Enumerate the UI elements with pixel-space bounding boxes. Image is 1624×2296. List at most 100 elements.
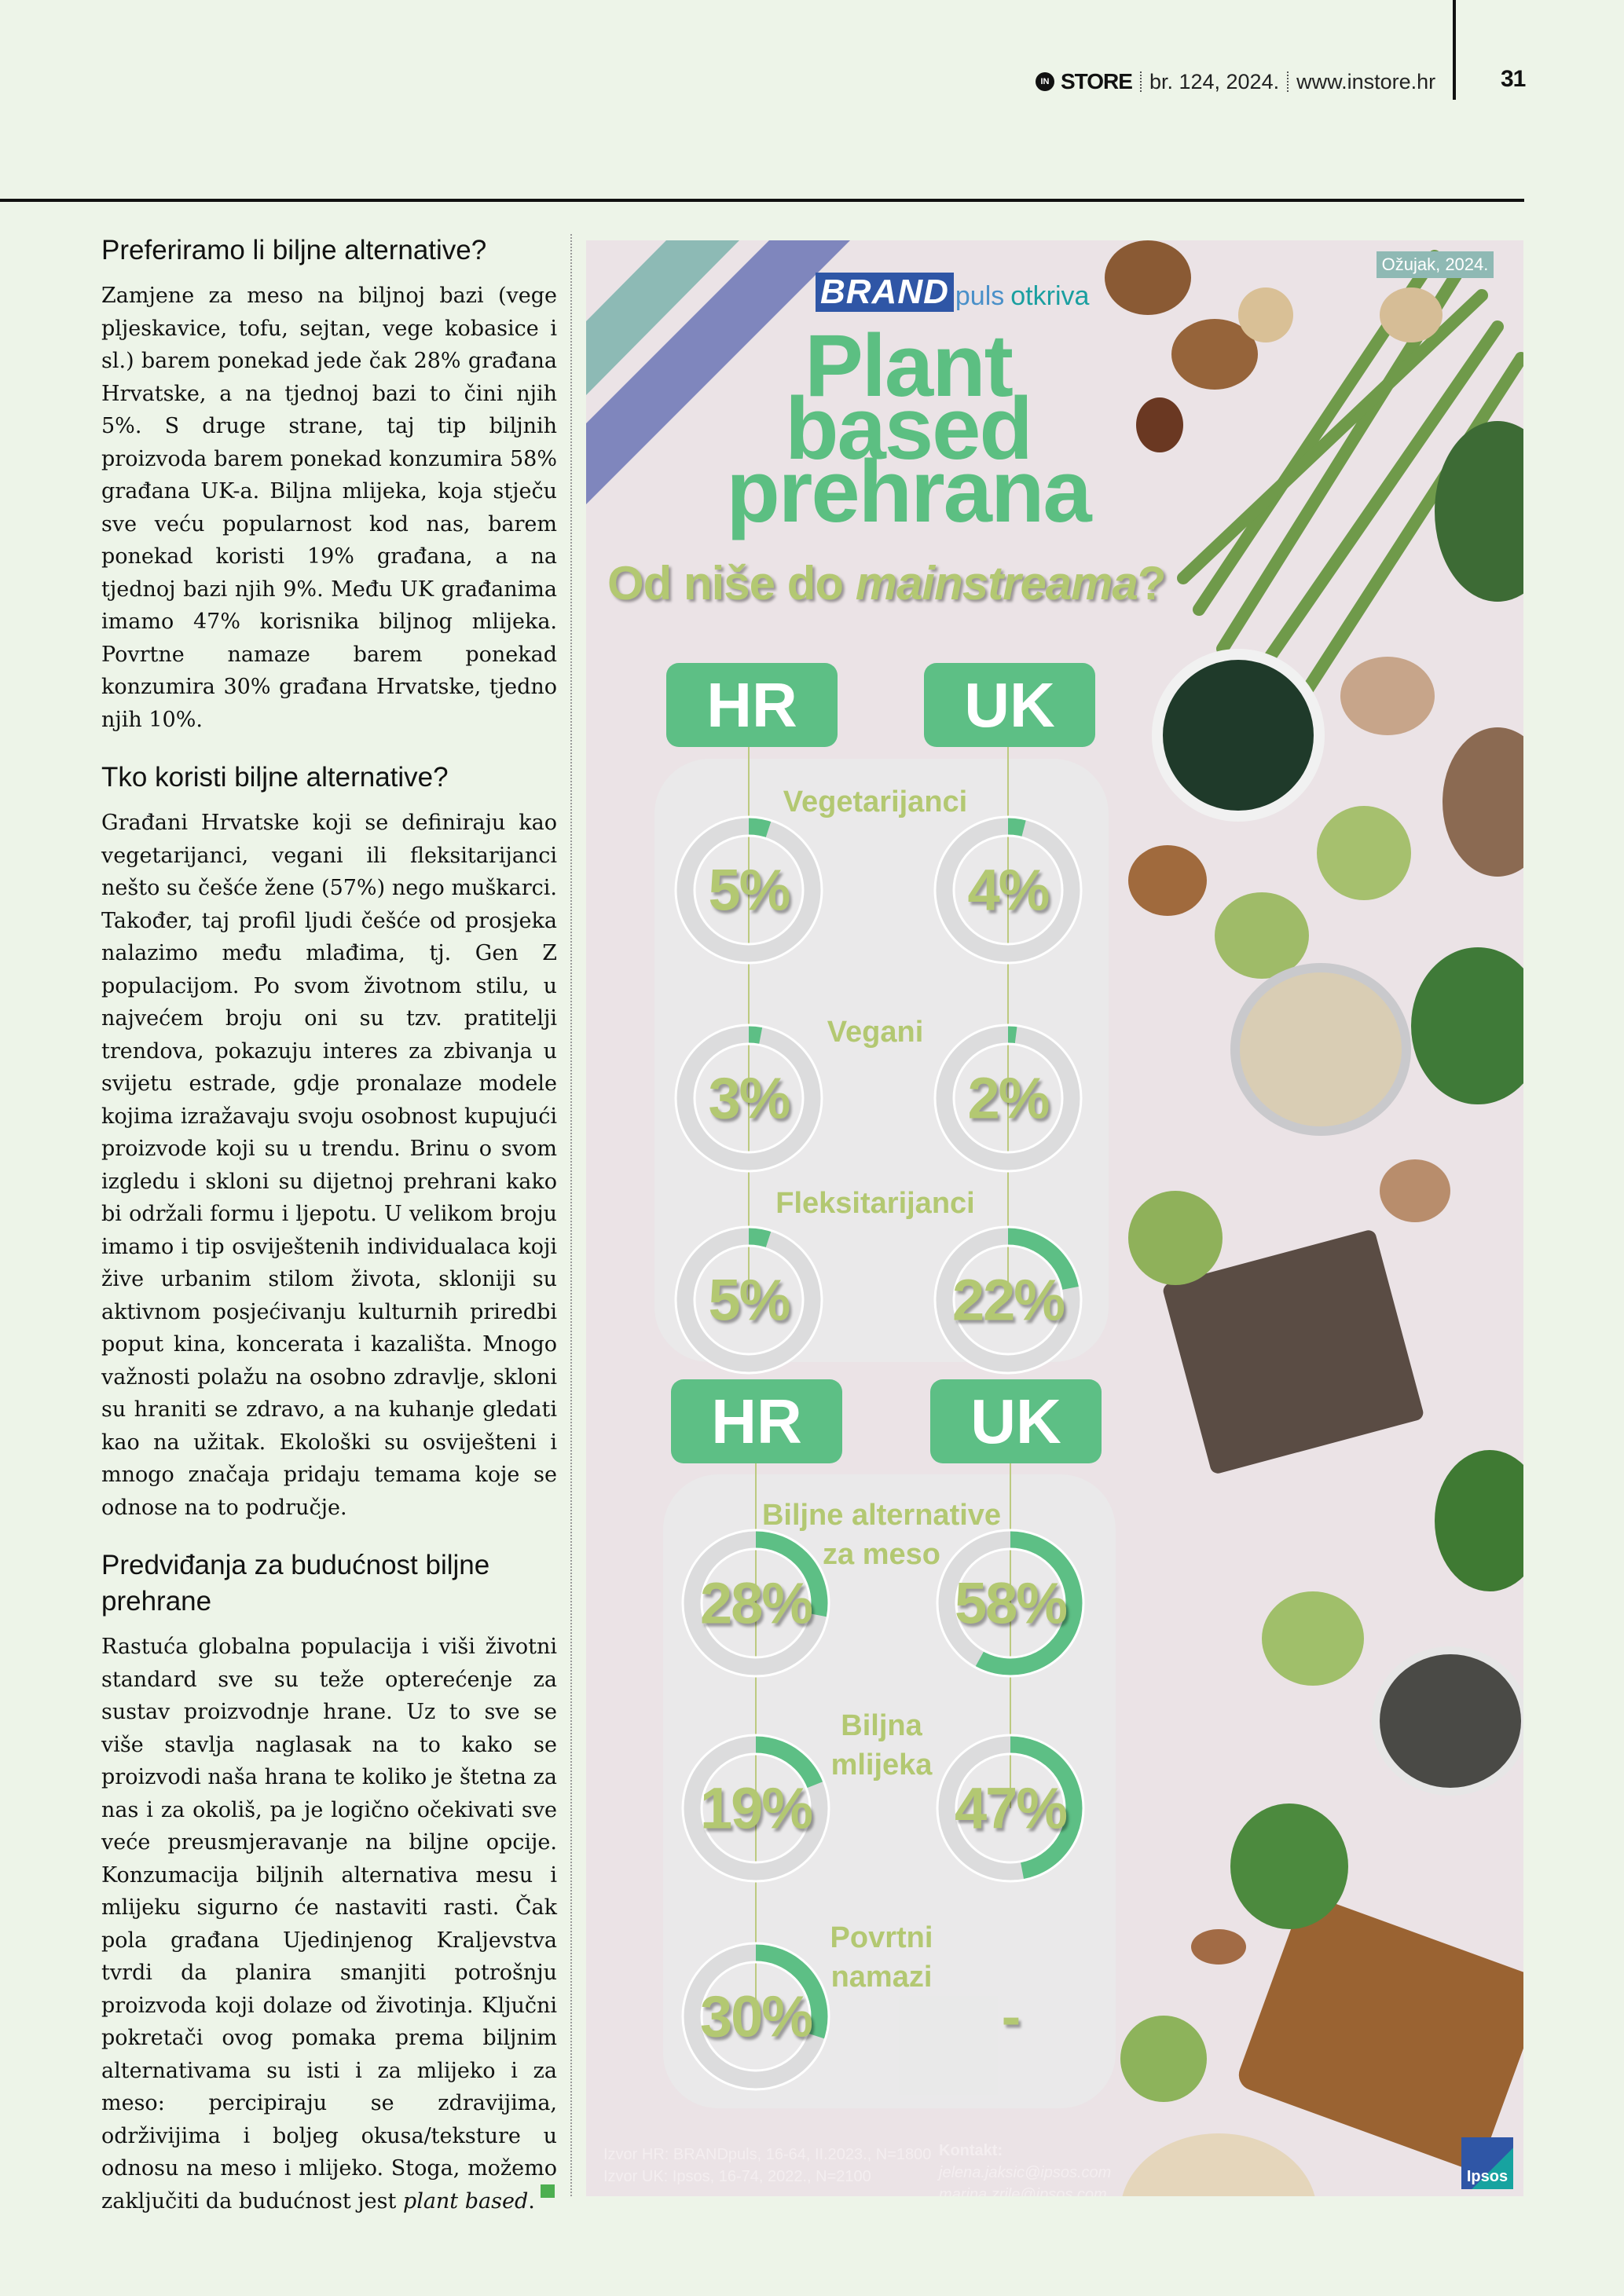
- infographic: Ožujak, 2024. BRAND puls otkriva Plant b…: [586, 240, 1523, 2196]
- donut-inner-border: [955, 1752, 1066, 1864]
- donut-inner-border: [693, 1042, 805, 1154]
- country-label-uk: UK: [924, 663, 1095, 747]
- tempeh-photo: [1238, 1896, 1523, 2169]
- subtitle-italic: mainstreama: [855, 557, 1138, 610]
- stats-panel-products: [663, 1474, 1116, 2108]
- no-data-label: -: [1001, 1983, 1021, 2049]
- section-heading: Predviđanja za budućnost biljne prehrane: [101, 1550, 490, 1617]
- title-line: Plant: [805, 317, 1014, 415]
- logo-brand: BRAND: [816, 273, 954, 312]
- section-body: Građani Hrvatske koji se definiraju kao …: [101, 811, 557, 1520]
- instore-logo-icon: IN: [1036, 72, 1054, 91]
- walnut-photo: [1105, 240, 1191, 315]
- broccoli-photo: [1435, 1450, 1523, 1591]
- donut-inner-border: [955, 1547, 1066, 1659]
- brand-name: STORE: [1061, 69, 1133, 93]
- subtitle-text: Od niše do: [607, 557, 856, 610]
- category-label: Fleksitarijanci: [775, 1184, 974, 1223]
- category-label: Vegani: [827, 1013, 924, 1052]
- donut-outer-border: [936, 1734, 1085, 1883]
- infographic-background: [586, 240, 1523, 2169]
- infographic-title: Plant based prehrana: [633, 317, 1183, 540]
- mushroom-photo: [1380, 1159, 1450, 1222]
- article-section: Predviđanja za budućnost biljne prehrane…: [101, 1547, 557, 2217]
- spirulina-bowl-photo: [1152, 649, 1325, 822]
- ipsos-logo: Ipsos: [1461, 2137, 1513, 2189]
- donut-chart: [933, 1225, 1083, 1375]
- contact-email[interactable]: marina.zrile@ipsos.com: [939, 2186, 1107, 2196]
- donut-arc-value: [676, 1227, 822, 1373]
- donut-arc-value: [683, 1735, 829, 1881]
- logo-tagline: otkriva: [1010, 281, 1090, 311]
- donut-arc-value: [935, 817, 1081, 963]
- category-label: Biljna mlijeka: [831, 1706, 933, 1785]
- donut-inner-border: [693, 1244, 805, 1356]
- donut-outer-border: [936, 1529, 1085, 1678]
- connector-line: [1007, 747, 1009, 1300]
- donut-arc-value: [683, 1530, 829, 1676]
- title-line: based: [785, 379, 1033, 478]
- donut-value-label: 30%: [699, 1983, 813, 2049]
- quinoa-bowl-photo: [1230, 963, 1411, 1136]
- donut-arc-value: [935, 1025, 1081, 1171]
- donut-outer-border: [674, 815, 823, 965]
- contact-email[interactable]: jelena.jaksic@ipsos.com: [939, 2164, 1112, 2181]
- donut-outer-border: [674, 1225, 823, 1375]
- section-body: Zamjene za meso na biljnoj bazi (vege pl…: [101, 284, 557, 732]
- website-link[interactable]: www.instore.hr: [1296, 69, 1436, 93]
- page-number: 31: [1501, 66, 1526, 92]
- donut-inner-border: [700, 1961, 812, 2072]
- contact-block: Kontakt: jelena.jaksic@ipsos.com marina.…: [939, 2140, 1111, 2196]
- donut-outer-border: [933, 1225, 1083, 1375]
- category-label: Povrtni namazi: [830, 1918, 933, 1997]
- category-label-line: Povrtni: [830, 1921, 933, 1954]
- separator: [1287, 71, 1289, 92]
- logo-puls: puls: [955, 281, 1005, 311]
- brussels-sprout-photo: [1128, 1191, 1223, 1285]
- section-body-wrap: Rastuća globalna populacija i viši život…: [101, 1631, 557, 2217]
- donut-chart: [936, 1734, 1085, 1883]
- brussels-sprout-photo: [1120, 2016, 1207, 2102]
- donut-outer-border: [933, 815, 1083, 965]
- almond-photo: [1191, 1929, 1246, 1965]
- donut-outer-border: [681, 1942, 830, 2091]
- category-label: Vegetarijanci: [783, 782, 967, 822]
- date-badge: Ožujak, 2024.: [1377, 251, 1494, 278]
- donut-chart: [681, 1942, 830, 2091]
- donut-outer-border: [681, 1734, 830, 1883]
- donut-value-label: 3%: [708, 1065, 791, 1131]
- category-label-line: namazi: [830, 1961, 933, 1994]
- hazelnut-photo: [1136, 397, 1183, 452]
- category-label: Biljne alternative za meso: [762, 1496, 1001, 1574]
- donut-value-label: 2%: [967, 1065, 1050, 1131]
- donut-chart: [674, 1023, 823, 1173]
- donut-value-label: 5%: [708, 857, 791, 923]
- purple-stripe: [586, 240, 850, 504]
- article-column: Preferiramo li biljne alternative? Zamje…: [101, 233, 557, 2241]
- donut-inner-border: [700, 1547, 812, 1659]
- donut-inner-border: [952, 1042, 1064, 1154]
- section-body: Rastuća globalna populacija i viši život…: [101, 1635, 557, 2214]
- article-section: Preferiramo li biljne alternative? Zamje…: [101, 233, 557, 736]
- country-label-hr: HR: [666, 663, 838, 747]
- donut-chart: [936, 1529, 1085, 1678]
- source-line: Izvor HR: BRANDpuls, 16-64, II.2023., N=…: [603, 2146, 932, 2163]
- category-label-line: za meso: [823, 1538, 940, 1571]
- category-label-line: mlijeka: [830, 1749, 933, 1782]
- donut-inner-border: [693, 834, 805, 946]
- brussels-sprout-photo: [1262, 1591, 1364, 1686]
- donut-value-label: 47%: [954, 1775, 1068, 1841]
- donut-value-label: 5%: [708, 1267, 791, 1333]
- donut-chart: [681, 1529, 830, 1678]
- peanut-photo: [1238, 287, 1293, 342]
- chia-bowl-photo: [1372, 1646, 1523, 1796]
- donut-chart: [933, 815, 1083, 965]
- infographic-subtitle: Od niše do mainstreama?: [607, 556, 1167, 610]
- donut-outer-border: [933, 1023, 1083, 1173]
- donut-inner-border: [700, 1752, 812, 1864]
- title-line: prehrana: [726, 442, 1091, 540]
- connector-line: [1010, 1463, 1011, 1808]
- country-label-uk: UK: [930, 1379, 1102, 1463]
- section-body-italic: plant based: [402, 2188, 529, 2214]
- article-end-mark: [541, 2184, 555, 2198]
